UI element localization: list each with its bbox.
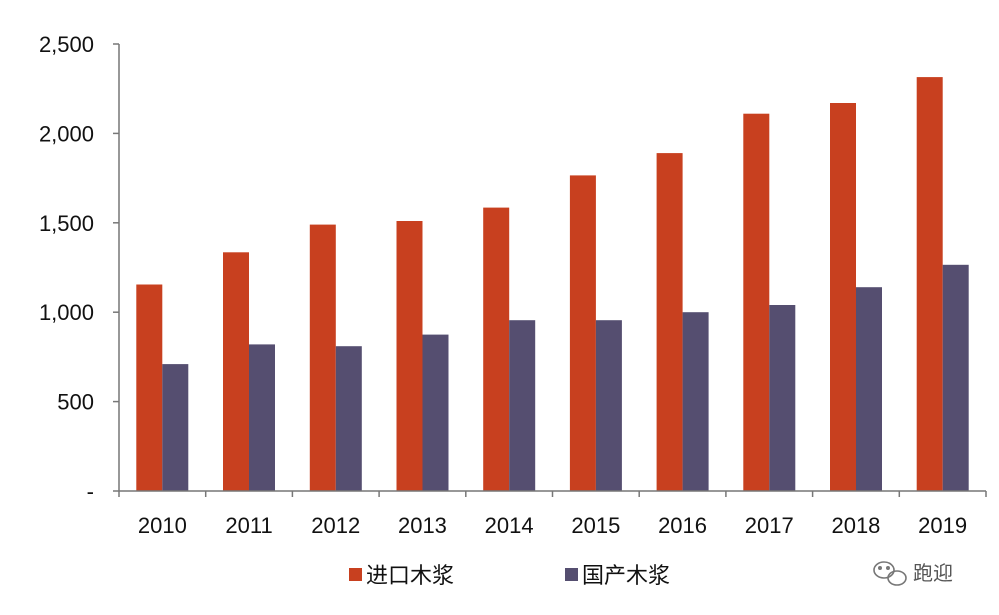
bar-domestic-2018 [856, 287, 882, 491]
x-tick-label-2013: 2013 [398, 513, 447, 538]
y-tick-label: 1,500 [39, 211, 94, 236]
bar-domestic-2016 [682, 312, 709, 491]
bar-imported-2018 [830, 103, 856, 491]
bar-imported-2010 [136, 284, 163, 491]
bar-imported-2012 [309, 224, 336, 491]
bar-imported-2017 [743, 113, 770, 491]
x-tick-label-2010: 2010 [138, 513, 187, 538]
bar-imported-2019 [916, 77, 943, 491]
legend-swatch-imported [349, 568, 362, 581]
wechat-icon [873, 561, 907, 586]
y-tick-label: - [87, 479, 94, 504]
y-tick-label: 2,500 [39, 32, 94, 57]
watermark: 跑迎 [873, 561, 953, 586]
bar-imported-2013 [396, 221, 423, 491]
bar-imported-2016 [656, 153, 683, 491]
y-tick-label: 2,000 [39, 121, 94, 146]
x-tick-label-2017: 2017 [745, 513, 794, 538]
bar-domestic-2012 [335, 346, 362, 491]
x-tick-label-2018: 2018 [831, 513, 880, 538]
y-tick-label: 1,000 [39, 300, 94, 325]
y-tick-label: 500 [57, 390, 94, 415]
bar-domestic-2011 [249, 344, 275, 491]
legend-label-imported: 进口木浆 [366, 563, 454, 588]
bar-domestic-2013 [422, 334, 449, 491]
bar-imported-2015 [569, 175, 596, 491]
bar-domestic-2017 [769, 305, 796, 491]
legend-swatch-domestic [565, 568, 578, 581]
legend: 进口木浆 国产木浆 [349, 563, 670, 588]
x-tick-label-2015: 2015 [571, 513, 620, 538]
bar-imported-2014 [483, 207, 510, 491]
bar-domestic-2015 [595, 320, 622, 491]
x-tick-label-2019: 2019 [918, 513, 967, 538]
bar-imported-2011 [223, 252, 249, 491]
x-tick-label-2011: 2011 [225, 513, 272, 538]
x-tick-label-2016: 2016 [658, 513, 707, 538]
x-tick-label-2014: 2014 [485, 513, 534, 538]
legend-label-domestic: 国产木浆 [582, 563, 670, 588]
bar-domestic-2010 [162, 364, 189, 491]
x-ticks-layer: 2010 2011 2012 2013 2014 2015 2016 2017 2018 2019 [118, 491, 987, 538]
x-tick-label-2012: 2012 [311, 513, 360, 538]
bars-layer [136, 77, 969, 491]
bar-domestic-2014 [509, 320, 536, 491]
y-ticks-layer: - 500 1,000 1,500 2,000 2,500 [39, 32, 119, 504]
watermark-text: 跑迎 [913, 562, 953, 585]
bar-domestic-2019 [942, 264, 969, 491]
